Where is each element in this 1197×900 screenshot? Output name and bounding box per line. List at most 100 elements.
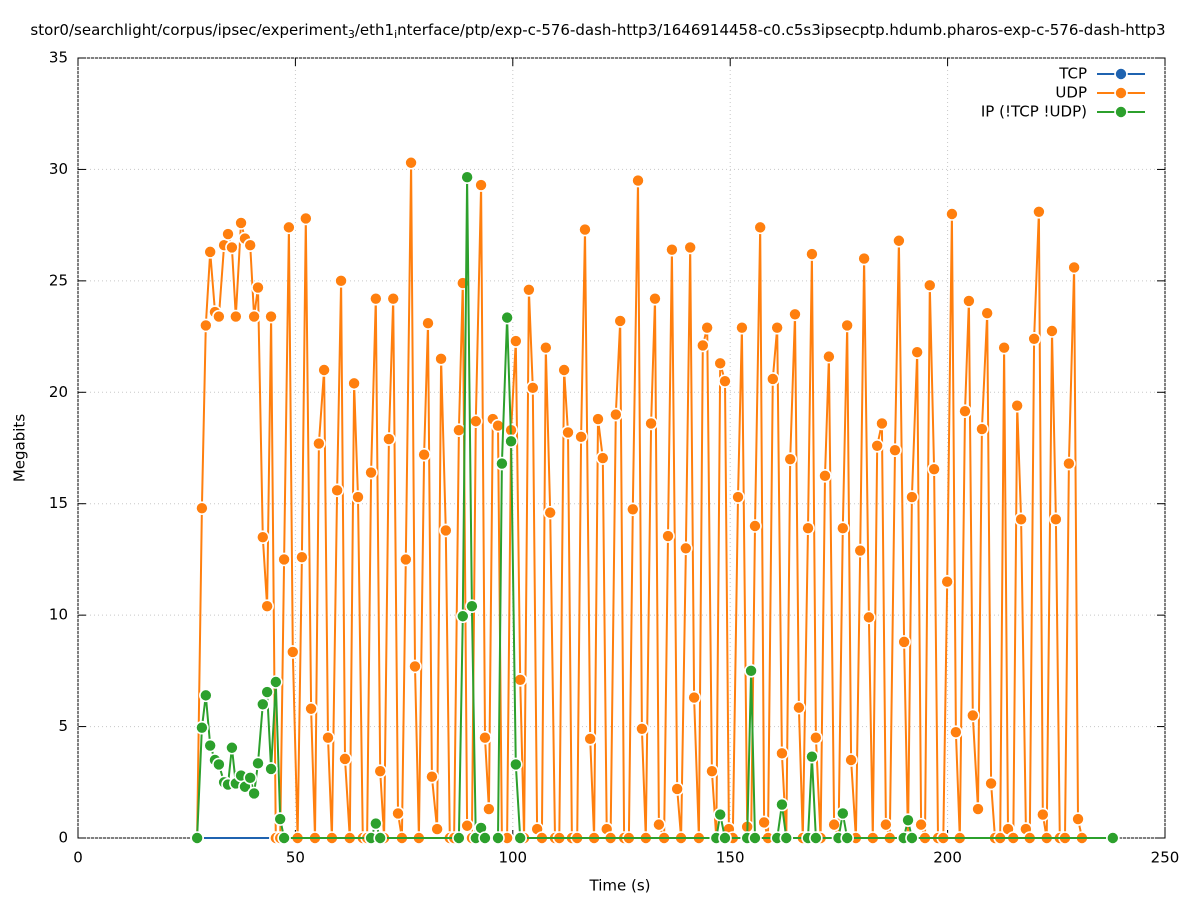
- data-point: [1106, 831, 1120, 845]
- data-point: [330, 483, 344, 498]
- data-point: [805, 247, 819, 261]
- data-point: [735, 320, 749, 335]
- data-point: [1036, 807, 1050, 822]
- data-point: [940, 574, 954, 589]
- data-point: [1045, 324, 1059, 338]
- data-point: [260, 599, 274, 614]
- data-point: [1032, 204, 1046, 219]
- data-point: [190, 831, 204, 845]
- data-point: [491, 831, 505, 845]
- data-point: [644, 416, 658, 431]
- data-point: [853, 543, 868, 558]
- data-point: [225, 240, 239, 255]
- data-point: [543, 505, 557, 520]
- data-point: [221, 227, 235, 241]
- data-point: [805, 749, 819, 764]
- data-point: [399, 552, 413, 567]
- data-point: [460, 818, 474, 833]
- data-point: [779, 831, 794, 845]
- data-point: [369, 291, 383, 306]
- data-point: [670, 782, 684, 796]
- data-point: [809, 730, 823, 745]
- data-point: [465, 599, 479, 614]
- y-tick-label: 20: [49, 383, 68, 401]
- data-point: [984, 776, 998, 791]
- data-point: [421, 316, 435, 331]
- data-point: [452, 423, 466, 437]
- data-point: [679, 541, 693, 556]
- data-point: [888, 443, 902, 458]
- chart-title: stor0/searchlight/corpus/ipsec/experimen…: [30, 21, 1165, 42]
- data-point: [626, 502, 640, 517]
- data-point: [434, 352, 448, 366]
- data-point: [425, 769, 439, 784]
- data-point: [801, 521, 815, 536]
- legend-label: IP (!TCP !UDP): [981, 103, 1087, 121]
- data-point: [683, 240, 697, 255]
- data-point: [251, 280, 265, 295]
- data-point: [255, 530, 270, 544]
- data-point: [500, 310, 514, 325]
- legend-swatch: [1114, 86, 1128, 100]
- data-point: [509, 757, 523, 772]
- data-point: [910, 345, 924, 359]
- data-point: [513, 831, 527, 845]
- y-axis-label: Megabits: [11, 414, 29, 482]
- data-point: [269, 675, 283, 689]
- data-point: [495, 456, 509, 471]
- data-point: [369, 816, 383, 831]
- legend-swatch: [1114, 67, 1128, 81]
- data-point: [840, 318, 854, 333]
- data-point: [513, 672, 527, 687]
- data-point: [347, 376, 361, 391]
- data-point: [927, 462, 941, 476]
- x-tick-label: 50: [286, 849, 305, 867]
- data-point: [478, 730, 492, 745]
- data-point: [648, 291, 662, 306]
- data-point: [304, 701, 318, 716]
- data-point: [277, 552, 291, 567]
- data-point: [718, 374, 732, 388]
- data-point: [212, 309, 226, 324]
- data-point: [264, 762, 278, 776]
- data-point: [914, 817, 928, 832]
- data-point: [827, 817, 841, 832]
- y-tick-label: 35: [49, 49, 68, 67]
- data-point: [687, 690, 701, 705]
- data-point: [892, 233, 906, 248]
- data-point: [766, 372, 780, 386]
- data-point: [243, 771, 257, 785]
- legend-label: TCP: [1058, 65, 1087, 83]
- series-line: [196, 161, 1083, 839]
- data-point: [1071, 812, 1085, 826]
- data-point: [1014, 512, 1028, 527]
- data-point: [770, 320, 784, 335]
- legend-label: UDP: [1055, 84, 1087, 102]
- data-point: [439, 523, 453, 538]
- data-point: [478, 831, 492, 845]
- data-point: [840, 831, 854, 845]
- data-point: [255, 697, 270, 712]
- data-point: [195, 501, 209, 515]
- data-point: [334, 274, 348, 288]
- data-point: [273, 812, 287, 826]
- x-axis-label: Time (s): [589, 877, 651, 895]
- y-tick-label: 5: [58, 717, 68, 735]
- data-point: [351, 490, 365, 504]
- data-point: [748, 519, 762, 533]
- x-tick-label: 100: [498, 849, 527, 867]
- y-tick-label: 10: [49, 606, 68, 624]
- data-point: [509, 334, 523, 348]
- title-segment: stor0/searchlight/corpus/ipsec/experimen…: [30, 21, 348, 39]
- y-tick-label: 25: [49, 271, 68, 289]
- data-point: [783, 452, 798, 466]
- data-point: [229, 309, 243, 324]
- y-tick-label: 30: [49, 160, 68, 178]
- data-point: [844, 753, 858, 767]
- data-point: [373, 764, 387, 778]
- data-point: [247, 786, 261, 801]
- data-point: [1027, 331, 1041, 346]
- data-point: [264, 309, 278, 324]
- data-point: [243, 238, 257, 252]
